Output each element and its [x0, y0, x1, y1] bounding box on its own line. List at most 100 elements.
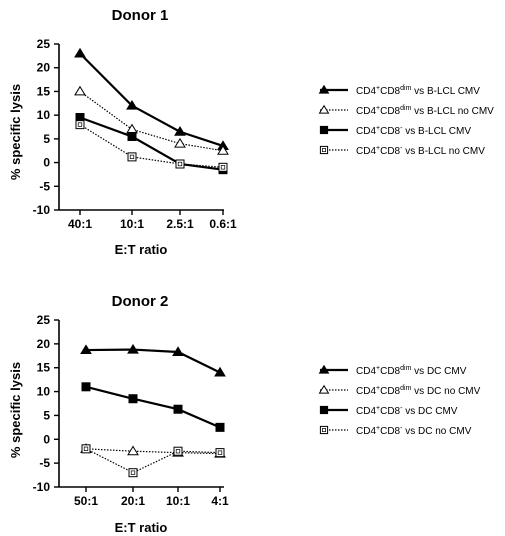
- x-tick-label: 2.5:1: [166, 217, 194, 231]
- y-tick-label: 20: [37, 61, 51, 75]
- data-point: [215, 422, 225, 432]
- legend-marker: [319, 125, 329, 135]
- series-1: [74, 47, 229, 150]
- data-point: [81, 444, 91, 454]
- data-point: [127, 131, 137, 141]
- legend-marker: [318, 104, 330, 114]
- series-line: [85, 448, 221, 455]
- legend-label: CD4+CD8- vs DC CMV: [356, 405, 458, 417]
- legend-label: CD4+CD8- vs DC no CMV: [356, 425, 472, 437]
- data-point: [126, 123, 138, 134]
- y-tick-label: 25: [37, 37, 51, 51]
- data-point: [81, 382, 91, 392]
- x-axis-label: E:T ratio: [115, 520, 168, 535]
- marker-inner: [83, 446, 89, 451]
- data-point: [175, 159, 185, 169]
- data-point: [217, 144, 229, 155]
- y-tick-label: 0: [43, 156, 50, 170]
- data-point: [128, 468, 138, 478]
- series-4: [75, 120, 228, 172]
- series-2: [80, 443, 226, 458]
- series-line: [85, 348, 221, 374]
- legend-item: CD4+CD8dim vs DC no CMV: [318, 384, 481, 397]
- legend-marker: [319, 145, 329, 155]
- legend-label: CD4+CD8dim vs B-LCL CMV: [356, 85, 480, 97]
- data-point: [128, 394, 138, 404]
- data-point: [127, 343, 139, 354]
- marker-inner: [130, 470, 136, 475]
- marker-inner: [129, 154, 135, 160]
- marker-inner: [217, 450, 223, 455]
- legend-item: CD4+CD8dim vs B-LCL no CMV: [318, 104, 494, 117]
- y-tick-label: 15: [37, 361, 51, 375]
- y-tick-label: 25: [37, 313, 51, 327]
- data-point: [173, 404, 183, 414]
- marker-inner: [220, 165, 226, 170]
- y-tick-label: -5: [39, 456, 50, 470]
- data-point: [172, 346, 184, 356]
- y-axis-label: % specific lysis: [8, 84, 23, 180]
- y-tick-label: 0: [43, 432, 50, 446]
- series-line: [79, 90, 224, 152]
- x-tick-label: 4:1: [211, 494, 229, 508]
- series-3: [75, 113, 228, 175]
- x-tick-label: 10:1: [166, 494, 190, 508]
- y-axis-label: % specific lysis: [8, 362, 23, 458]
- y-tick-label: 5: [43, 408, 50, 422]
- data-point: [80, 344, 92, 355]
- marker-inner: [77, 122, 83, 127]
- x-tick-label: 10:1: [120, 217, 144, 231]
- panel-donor-1: Donor 1 25 20 15 10 5 0 -5 -10 40:1 10:1 2.5:1 0.6…: [8, 7, 494, 257]
- series-line: [79, 52, 224, 148]
- y-tick-label: -10: [33, 203, 51, 217]
- legend-marker: [319, 425, 329, 435]
- marker-inner: [175, 449, 181, 454]
- data-point: [174, 137, 186, 148]
- data-point: [218, 162, 228, 172]
- data-point: [174, 126, 186, 136]
- legend: CD4+CD8dim vs B-LCL CMV CD4+CD8dim vs B-L…: [318, 84, 494, 157]
- x-axis-label: E:T ratio: [115, 242, 168, 257]
- data-point: [215, 448, 225, 458]
- legend-item: CD4+CD8- vs B-LCL CMV: [319, 125, 471, 137]
- x-tick-label: 20:1: [121, 494, 145, 508]
- data-point: [214, 366, 226, 377]
- marker-inner: [322, 148, 326, 152]
- marker-inner: [322, 428, 326, 432]
- y-tick-label: 10: [37, 108, 51, 122]
- data-point: [74, 85, 86, 96]
- data-point: [127, 445, 139, 456]
- legend-label: CD4+CD8dim vs DC no CMV: [356, 385, 481, 397]
- legend-marker: [318, 84, 330, 94]
- legend-label: CD4+CD8- vs B-LCL CMV: [356, 125, 471, 137]
- y-tick-label: -5: [39, 179, 50, 193]
- legend-item: CD4+CD8- vs B-LCL no CMV: [319, 145, 485, 157]
- panel-title: Donor 2: [112, 293, 169, 310]
- data-point: [74, 47, 86, 58]
- data-point: [75, 120, 85, 130]
- series-2: [74, 85, 229, 155]
- legend-marker: [318, 384, 330, 394]
- legend-label: CD4+CD8dim vs B-LCL no CMV: [356, 105, 494, 117]
- y-tick-label: 20: [37, 337, 51, 351]
- legend: CD4+CD8dim vs DC CMV CD4+CD8dim vs DC no …: [318, 364, 481, 437]
- y-tick-label: 5: [43, 132, 50, 146]
- legend-item: CD4+CD8- vs DC CMV: [319, 405, 458, 417]
- series-3: [81, 382, 225, 432]
- data-point: [126, 99, 138, 110]
- x-tick-label: 0.6:1: [209, 217, 237, 231]
- series-line: [79, 116, 224, 171]
- marker-inner: [177, 161, 183, 167]
- series-4: [81, 444, 225, 478]
- y-tick-label: 15: [37, 84, 51, 98]
- legend-label: CD4+CD8- vs B-LCL no CMV: [356, 145, 485, 157]
- legend-item: CD4+CD8dim vs DC CMV: [318, 364, 467, 377]
- data-point: [127, 152, 137, 162]
- legend-marker: [319, 405, 329, 415]
- legend-label: CD4+CD8dim vs DC CMV: [356, 365, 467, 377]
- series-line: [85, 385, 221, 429]
- panel-title: Donor 1: [112, 7, 169, 24]
- legend-item: CD4+CD8dim vs B-LCL CMV: [318, 84, 480, 97]
